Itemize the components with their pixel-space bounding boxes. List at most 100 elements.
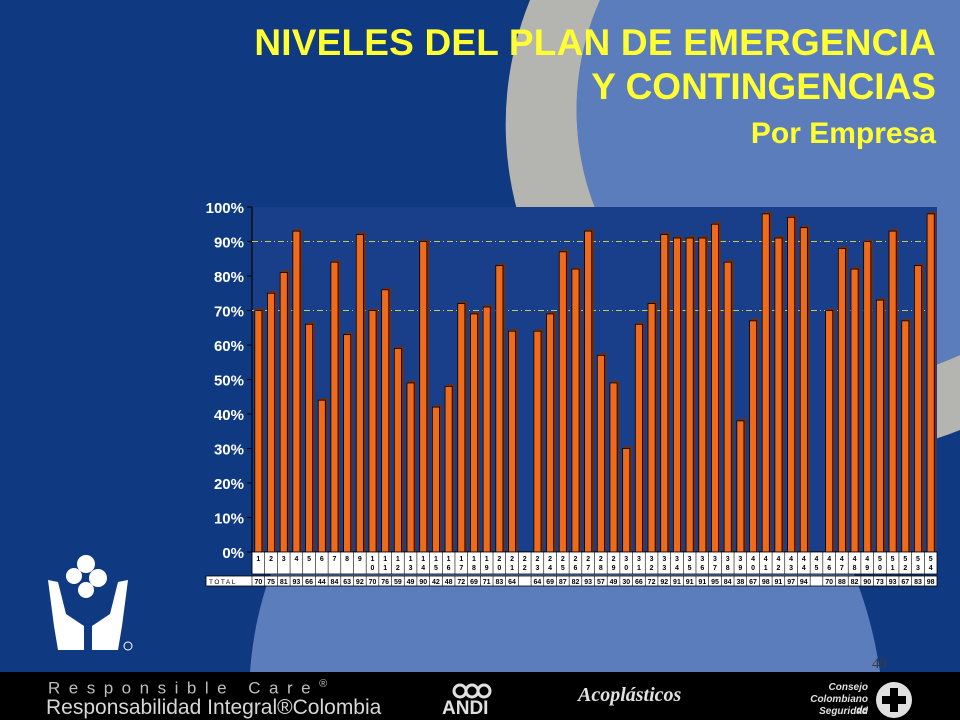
category-label: 5: [878, 556, 882, 563]
category-label: 7: [586, 565, 590, 572]
y-tick-label: 50%: [214, 373, 244, 390]
responsible-care-text: Responsible Care®: [48, 678, 328, 698]
bar: [787, 216, 796, 553]
category-label: 4: [776, 556, 780, 563]
bar: [761, 213, 770, 553]
category-label: 0: [751, 565, 755, 572]
bar: [279, 272, 288, 553]
category-label: 4: [802, 556, 806, 563]
category-label: 3: [282, 556, 286, 563]
category-label: 2: [776, 565, 780, 572]
data-label: 69: [470, 579, 478, 586]
y-tick-label: 60%: [214, 338, 244, 355]
category-label: 0: [624, 565, 628, 572]
category-label: 3: [726, 556, 730, 563]
ccs-text-line2: Colombiano de: [810, 694, 868, 716]
category-label: 1: [396, 556, 400, 563]
bar: [673, 237, 681, 553]
slide-title-line1: NIVELES DEL PLAN DE EMERGENCIA: [254, 22, 936, 63]
data-label: 64: [534, 579, 542, 586]
category-label: 1: [891, 565, 895, 572]
bar: [533, 330, 542, 553]
category-label: 5: [903, 556, 907, 563]
bar: [711, 223, 719, 553]
category-label: 2: [269, 556, 273, 563]
slide-subtitle: Por Empresa: [750, 117, 936, 150]
category-label: 4: [789, 556, 793, 563]
y-tick-label: 70%: [214, 304, 244, 321]
y-tick-label: 30%: [214, 442, 244, 459]
bar: [660, 234, 669, 553]
bar: [343, 334, 352, 553]
data-label: 66: [305, 579, 313, 586]
bar: [317, 399, 326, 553]
y-tick-label: 90%: [214, 235, 244, 252]
category-label: 3: [713, 556, 717, 563]
category-label: 4: [675, 565, 679, 572]
category-label: 4: [827, 556, 831, 563]
bar: [647, 303, 656, 553]
data-label: 70: [254, 579, 262, 586]
category-label: 3: [662, 556, 666, 563]
category-label: 2: [523, 565, 527, 572]
data-label: 84: [331, 579, 339, 586]
data-label: 97: [787, 579, 795, 586]
category-label: 3: [738, 556, 742, 563]
category-label: 1: [764, 565, 768, 572]
category-label: 2: [510, 556, 514, 563]
data-label: 93: [889, 579, 897, 586]
ccs-text-line3: Seguridad: [819, 706, 868, 717]
data-label: 90: [863, 579, 871, 586]
category-label: 1: [459, 556, 463, 563]
category-label: 9: [485, 565, 489, 572]
category-label: 3: [662, 565, 666, 572]
bar: [431, 406, 440, 553]
category-label: 3: [789, 565, 793, 572]
data-label: 92: [660, 579, 668, 586]
data-label: 82: [572, 579, 580, 586]
andi-logo-icon: [452, 683, 492, 699]
data-label: 38: [736, 579, 744, 586]
category-label: 9: [865, 565, 869, 572]
bar: [698, 237, 707, 553]
category-label: 8: [599, 565, 603, 572]
data-label: 93: [292, 579, 300, 586]
bar: [393, 348, 402, 553]
data-label: 94: [800, 579, 808, 586]
bar: [926, 213, 935, 553]
bar: [419, 241, 428, 553]
bar: [850, 268, 859, 553]
bar: [888, 230, 897, 553]
data-label: 70: [825, 579, 833, 586]
category-label: 0: [497, 565, 501, 572]
data-label: 82: [851, 579, 859, 586]
bar: [685, 237, 694, 553]
bar: [723, 261, 732, 553]
data-label: 48: [445, 579, 453, 586]
category-label: 8: [472, 565, 476, 572]
value-row: [205, 575, 938, 587]
category-label: 2: [523, 556, 527, 563]
bar: [825, 310, 834, 553]
bar: [875, 299, 884, 553]
category-label: 1: [485, 556, 489, 563]
bar: [634, 323, 643, 553]
data-label: 57: [597, 579, 605, 586]
data-label: 67: [749, 579, 757, 586]
category-label: 2: [650, 565, 654, 572]
category-label: 4: [840, 556, 844, 563]
bar: [609, 382, 618, 553]
data-label: 88: [838, 579, 846, 586]
plot-area: [252, 207, 937, 552]
y-tick-label: 100%: [206, 200, 244, 217]
bar: [406, 382, 415, 553]
category-label: 6: [574, 565, 578, 572]
category-label: 9: [612, 565, 616, 572]
data-label: 84: [724, 579, 732, 586]
data-label: 49: [407, 579, 415, 586]
category-label: 1: [447, 556, 451, 563]
category-label: 2: [574, 556, 578, 563]
data-label: 98: [762, 579, 770, 586]
data-label: 83: [914, 579, 922, 586]
category-label: 2: [599, 556, 603, 563]
